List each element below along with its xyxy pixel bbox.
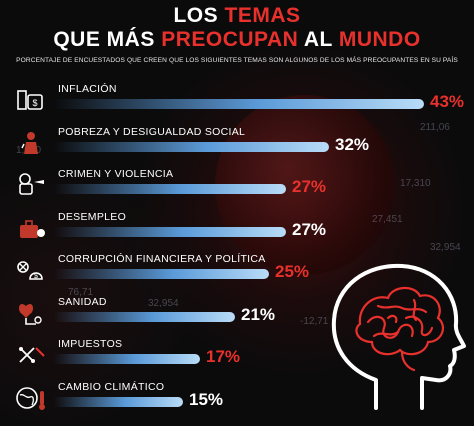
money-icon: $: [14, 87, 48, 113]
category-label: CAMBIO CLIMÁTICO: [58, 380, 165, 393]
ticker-value: 17,310: [400, 178, 431, 189]
value-label: 25%: [275, 262, 310, 281]
category-label: IMPUESTOS: [58, 338, 123, 350]
bar-row: SANIDAD 21%: [14, 296, 464, 336]
title-part: PREOCUPAN: [161, 28, 299, 51]
bar: [54, 141, 329, 152]
value-label: 15%: [189, 389, 224, 409]
value-label: 27%: [292, 177, 327, 196]
category-label: INFLACIÓN: [58, 83, 117, 95]
title-part: TEMAS: [224, 4, 301, 27]
ticker-value: -12,71: [300, 316, 329, 327]
category-label: CORRUPCIÓN FINANCIERA Y POLÍTICA: [58, 253, 266, 265]
ticker-value: 211,06: [420, 122, 450, 133]
crime-icon: [14, 172, 48, 198]
ticker-value: 27,451: [372, 214, 403, 225]
title-part: AL: [298, 28, 339, 51]
category-label: SANIDAD: [58, 295, 107, 308]
climate-icon: [14, 385, 48, 411]
bar-row: IMPUESTOS 17%: [14, 338, 464, 378]
bar-row: POBREZA Y DESIGUALDAD SOCIAL 32%: [14, 126, 464, 166]
health-icon: [14, 300, 48, 326]
ticker-value: 32,954: [148, 298, 179, 309]
value-label: 21%: [241, 304, 276, 324]
category-label: CRIMEN Y VIOLENCIA: [58, 168, 174, 180]
bar: [54, 269, 269, 279]
value-label: 43%: [430, 92, 465, 111]
value-label: 32%: [335, 134, 370, 154]
bar: [54, 311, 235, 322]
bar-row: CRIMEN Y VIOLENCIA 27%: [14, 168, 464, 208]
bar-row: $ CORRUPCIÓN FINANCIERA Y POLÍTICA 25%: [14, 253, 464, 293]
bar: [54, 184, 286, 194]
value-label: 17%: [206, 347, 241, 366]
subtitle: PORCENTAJE DE ENCUESTADOS QUE CREEN QUE …: [16, 57, 458, 64]
title-line-1: LOS TEMAS: [0, 4, 474, 28]
title-part: LOS: [173, 4, 225, 27]
title-part: QUE MÁS: [53, 28, 162, 51]
corruption-icon: $: [14, 257, 48, 283]
bar: [54, 99, 424, 109]
ticker-value: 32,954: [430, 242, 461, 253]
svg-text:$: $: [32, 98, 37, 108]
unemployment-icon: [14, 215, 48, 241]
bar: [54, 354, 200, 364]
svg-text:$: $: [34, 273, 38, 280]
value-label: 27%: [292, 219, 327, 239]
bar: [54, 226, 286, 237]
brain-head-icon: [331, 263, 466, 410]
title-part: MUNDO: [338, 28, 421, 51]
bar-row: DESEMPLEO 27%: [14, 211, 464, 251]
bar: [54, 396, 183, 407]
ticker-value: 76,71: [68, 287, 94, 298]
bar-row: $ INFLACIÓN 43%: [14, 83, 464, 123]
poverty-icon: [14, 130, 48, 156]
category-label: DESEMPLEO: [58, 210, 127, 223]
bar-row: CAMBIO CLIMÁTICO 15%: [14, 381, 464, 421]
taxes-icon: [14, 342, 48, 368]
category-label: POBREZA Y DESIGUALDAD SOCIAL: [58, 125, 246, 138]
title-line-2: QUE MÁS PREOCUPAN AL MUNDO: [0, 28, 474, 52]
